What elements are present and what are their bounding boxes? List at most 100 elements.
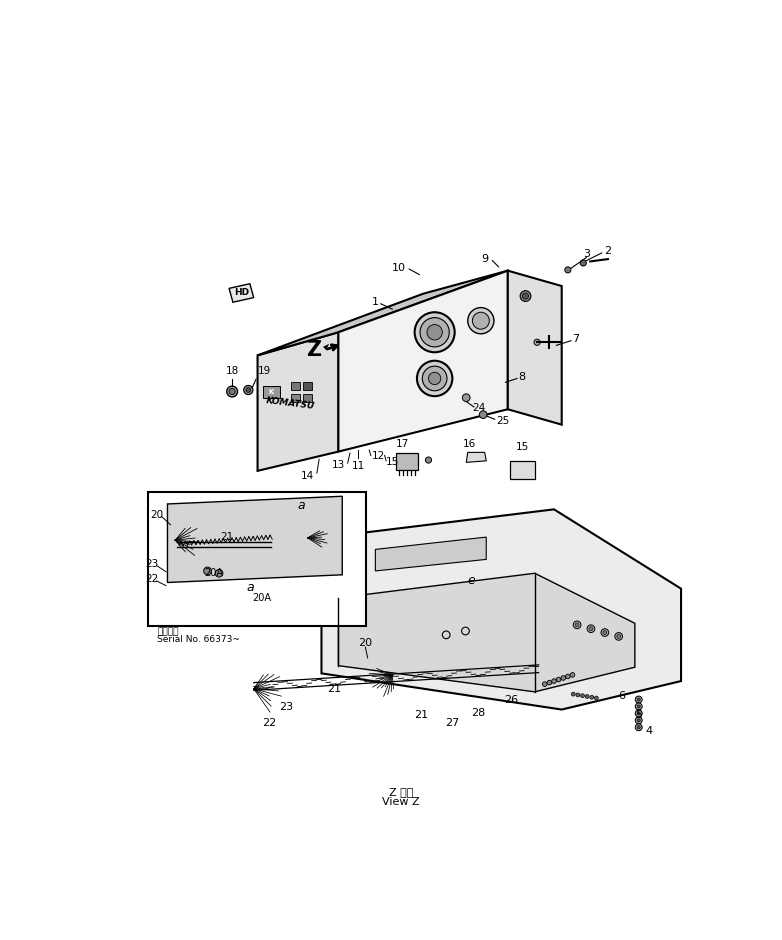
- Circle shape: [422, 366, 447, 391]
- Text: 6: 6: [619, 692, 626, 701]
- Text: 18: 18: [225, 367, 239, 376]
- Text: 8: 8: [518, 372, 526, 382]
- Circle shape: [522, 293, 529, 299]
- Circle shape: [561, 676, 565, 681]
- Circle shape: [587, 625, 595, 633]
- Text: 21: 21: [328, 683, 342, 694]
- Polygon shape: [508, 271, 561, 425]
- Circle shape: [637, 726, 640, 729]
- Polygon shape: [257, 332, 339, 471]
- Text: 12: 12: [372, 451, 386, 462]
- Text: 7: 7: [572, 335, 579, 344]
- Bar: [303, 394, 312, 401]
- Text: 9: 9: [482, 254, 489, 264]
- Polygon shape: [257, 271, 508, 355]
- Circle shape: [570, 673, 575, 677]
- Text: View Z: View Z: [382, 797, 420, 807]
- Circle shape: [573, 621, 581, 629]
- Polygon shape: [229, 284, 253, 303]
- Text: K: K: [269, 389, 274, 396]
- Circle shape: [637, 719, 640, 722]
- Circle shape: [425, 457, 432, 463]
- Polygon shape: [375, 537, 486, 571]
- Text: 20: 20: [150, 509, 163, 520]
- Text: 27: 27: [445, 718, 460, 728]
- Circle shape: [417, 361, 452, 396]
- Circle shape: [637, 705, 640, 708]
- Circle shape: [547, 681, 551, 685]
- Bar: [396, 453, 418, 470]
- Text: 20A: 20A: [204, 569, 223, 578]
- Polygon shape: [323, 344, 329, 350]
- Text: 4: 4: [646, 726, 653, 736]
- Circle shape: [414, 312, 454, 352]
- Bar: [263, 386, 280, 399]
- Polygon shape: [466, 452, 486, 462]
- Circle shape: [576, 623, 579, 627]
- Circle shape: [543, 682, 547, 686]
- Text: 13: 13: [332, 461, 345, 470]
- Polygon shape: [339, 271, 508, 451]
- Text: 10: 10: [392, 262, 406, 273]
- Circle shape: [637, 712, 640, 715]
- Circle shape: [420, 318, 450, 347]
- Text: 適用号機: 適用号機: [157, 627, 179, 636]
- Polygon shape: [167, 496, 343, 583]
- Circle shape: [429, 372, 441, 384]
- Text: 19: 19: [257, 367, 271, 376]
- Circle shape: [576, 693, 579, 697]
- Text: 26: 26: [504, 695, 518, 705]
- Circle shape: [556, 677, 561, 682]
- Circle shape: [534, 339, 540, 345]
- Text: 16: 16: [463, 439, 476, 448]
- Text: 15: 15: [516, 443, 529, 452]
- Circle shape: [565, 267, 571, 273]
- Text: 14: 14: [300, 471, 314, 481]
- Circle shape: [637, 698, 640, 701]
- Text: 28: 28: [472, 709, 486, 718]
- Circle shape: [246, 387, 250, 392]
- Circle shape: [215, 570, 223, 577]
- Text: 24: 24: [472, 403, 486, 414]
- Text: 3: 3: [583, 249, 590, 259]
- Text: 2: 2: [604, 246, 612, 257]
- Bar: [291, 383, 300, 390]
- Circle shape: [580, 694, 584, 697]
- Text: HD: HD: [234, 288, 249, 297]
- Circle shape: [468, 307, 494, 334]
- Circle shape: [603, 631, 607, 634]
- Bar: [149, 492, 366, 626]
- Circle shape: [479, 411, 487, 418]
- Circle shape: [427, 324, 443, 340]
- Polygon shape: [339, 573, 635, 692]
- Text: Z 方向: Z 方向: [389, 787, 413, 797]
- Text: a: a: [298, 499, 305, 512]
- Circle shape: [203, 567, 211, 574]
- Text: 1: 1: [371, 297, 378, 307]
- Polygon shape: [321, 509, 681, 710]
- Bar: [303, 383, 312, 390]
- Bar: [510, 461, 535, 479]
- Text: 20: 20: [358, 637, 372, 648]
- Circle shape: [565, 674, 570, 679]
- Circle shape: [635, 724, 642, 730]
- Circle shape: [601, 629, 608, 636]
- Text: 22: 22: [262, 718, 276, 728]
- Text: 17: 17: [396, 439, 409, 449]
- Text: KOMATSU: KOMATSU: [266, 397, 315, 412]
- Circle shape: [617, 634, 621, 638]
- Circle shape: [635, 697, 642, 703]
- Text: 5: 5: [635, 710, 642, 720]
- Circle shape: [572, 692, 576, 697]
- Text: 21: 21: [220, 532, 233, 542]
- Circle shape: [635, 703, 642, 710]
- Circle shape: [229, 388, 235, 395]
- Circle shape: [594, 697, 598, 700]
- Text: a: a: [246, 581, 253, 594]
- Bar: [291, 394, 300, 401]
- Circle shape: [472, 312, 490, 329]
- Text: Z: Z: [307, 340, 321, 360]
- Circle shape: [589, 627, 593, 631]
- Text: 15: 15: [386, 457, 400, 466]
- Circle shape: [580, 259, 586, 266]
